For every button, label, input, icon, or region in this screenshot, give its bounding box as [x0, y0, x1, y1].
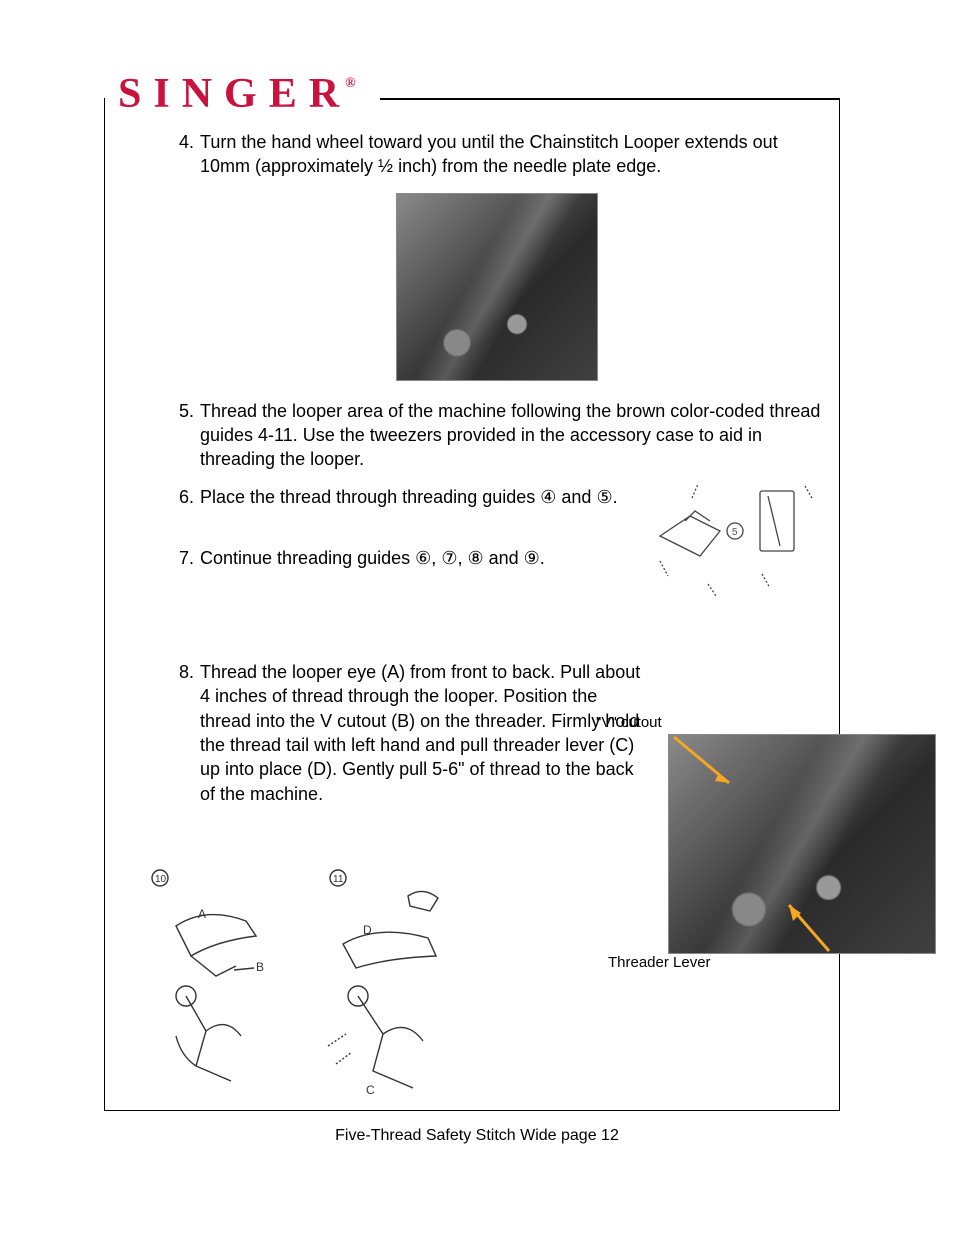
guide-5-icon: ⑤: [596, 487, 612, 507]
photo-threader-img: [668, 734, 936, 954]
text: and: [484, 548, 524, 568]
page: SINGER® 4. Turn the hand wheel toward yo…: [0, 0, 954, 1235]
diagram-10: 10 A B: [146, 866, 296, 1096]
step-8: 8. Thread the looper eye (A) from front …: [168, 660, 648, 806]
photo-threader: "V" cutout Threader Lever: [668, 718, 934, 972]
svg-text:A: A: [198, 907, 206, 921]
step-num: 5.: [168, 399, 200, 472]
step-5: 5. Thread the looper area of the machine…: [168, 399, 826, 472]
svg-text:10: 10: [155, 874, 167, 885]
text: ,: [431, 548, 441, 568]
step-text: Thread the looper area of the machine fo…: [200, 399, 826, 472]
text: Place the thread through threading guide…: [200, 487, 540, 507]
threader-lever-label: Threader Lever: [608, 954, 711, 971]
registered-mark: ®: [345, 76, 355, 91]
svg-text:5: 5: [732, 527, 738, 538]
photo-looper-closeup: [396, 193, 598, 381]
guide-8-icon: ⑧: [467, 548, 483, 568]
guide-9-icon: ⑨: [524, 548, 540, 568]
text: Continue threading guides: [200, 548, 415, 568]
text: .: [613, 487, 618, 507]
svg-text:11: 11: [333, 874, 344, 885]
text: ,: [457, 548, 467, 568]
step-text: Turn the hand wheel toward you until the…: [200, 130, 826, 179]
step-text: Thread the looper eye (A) from front to …: [200, 660, 648, 806]
step-num: 4.: [168, 130, 200, 179]
text: .: [540, 548, 545, 568]
page-footer: Five-Thread Safety Stitch Wide page 12: [0, 1127, 954, 1145]
guide-4-icon: ④: [540, 487, 556, 507]
guide-7-icon: ⑦: [441, 548, 457, 568]
step-num: 8.: [168, 660, 200, 806]
diagram-11: 11 D C: [318, 866, 478, 1106]
step-num: 7.: [168, 546, 200, 570]
step-4: 4. Turn the hand wheel toward you until …: [168, 130, 826, 179]
svg-text:B: B: [256, 960, 264, 974]
step-num: 6.: [168, 485, 200, 509]
guide-6-icon: ⑥: [415, 548, 431, 568]
text: and: [556, 487, 596, 507]
diagram-guides-4-5: 5: [640, 476, 830, 596]
svg-text:C: C: [366, 1083, 375, 1097]
v-cutout-label: "V" cutout: [596, 714, 662, 731]
